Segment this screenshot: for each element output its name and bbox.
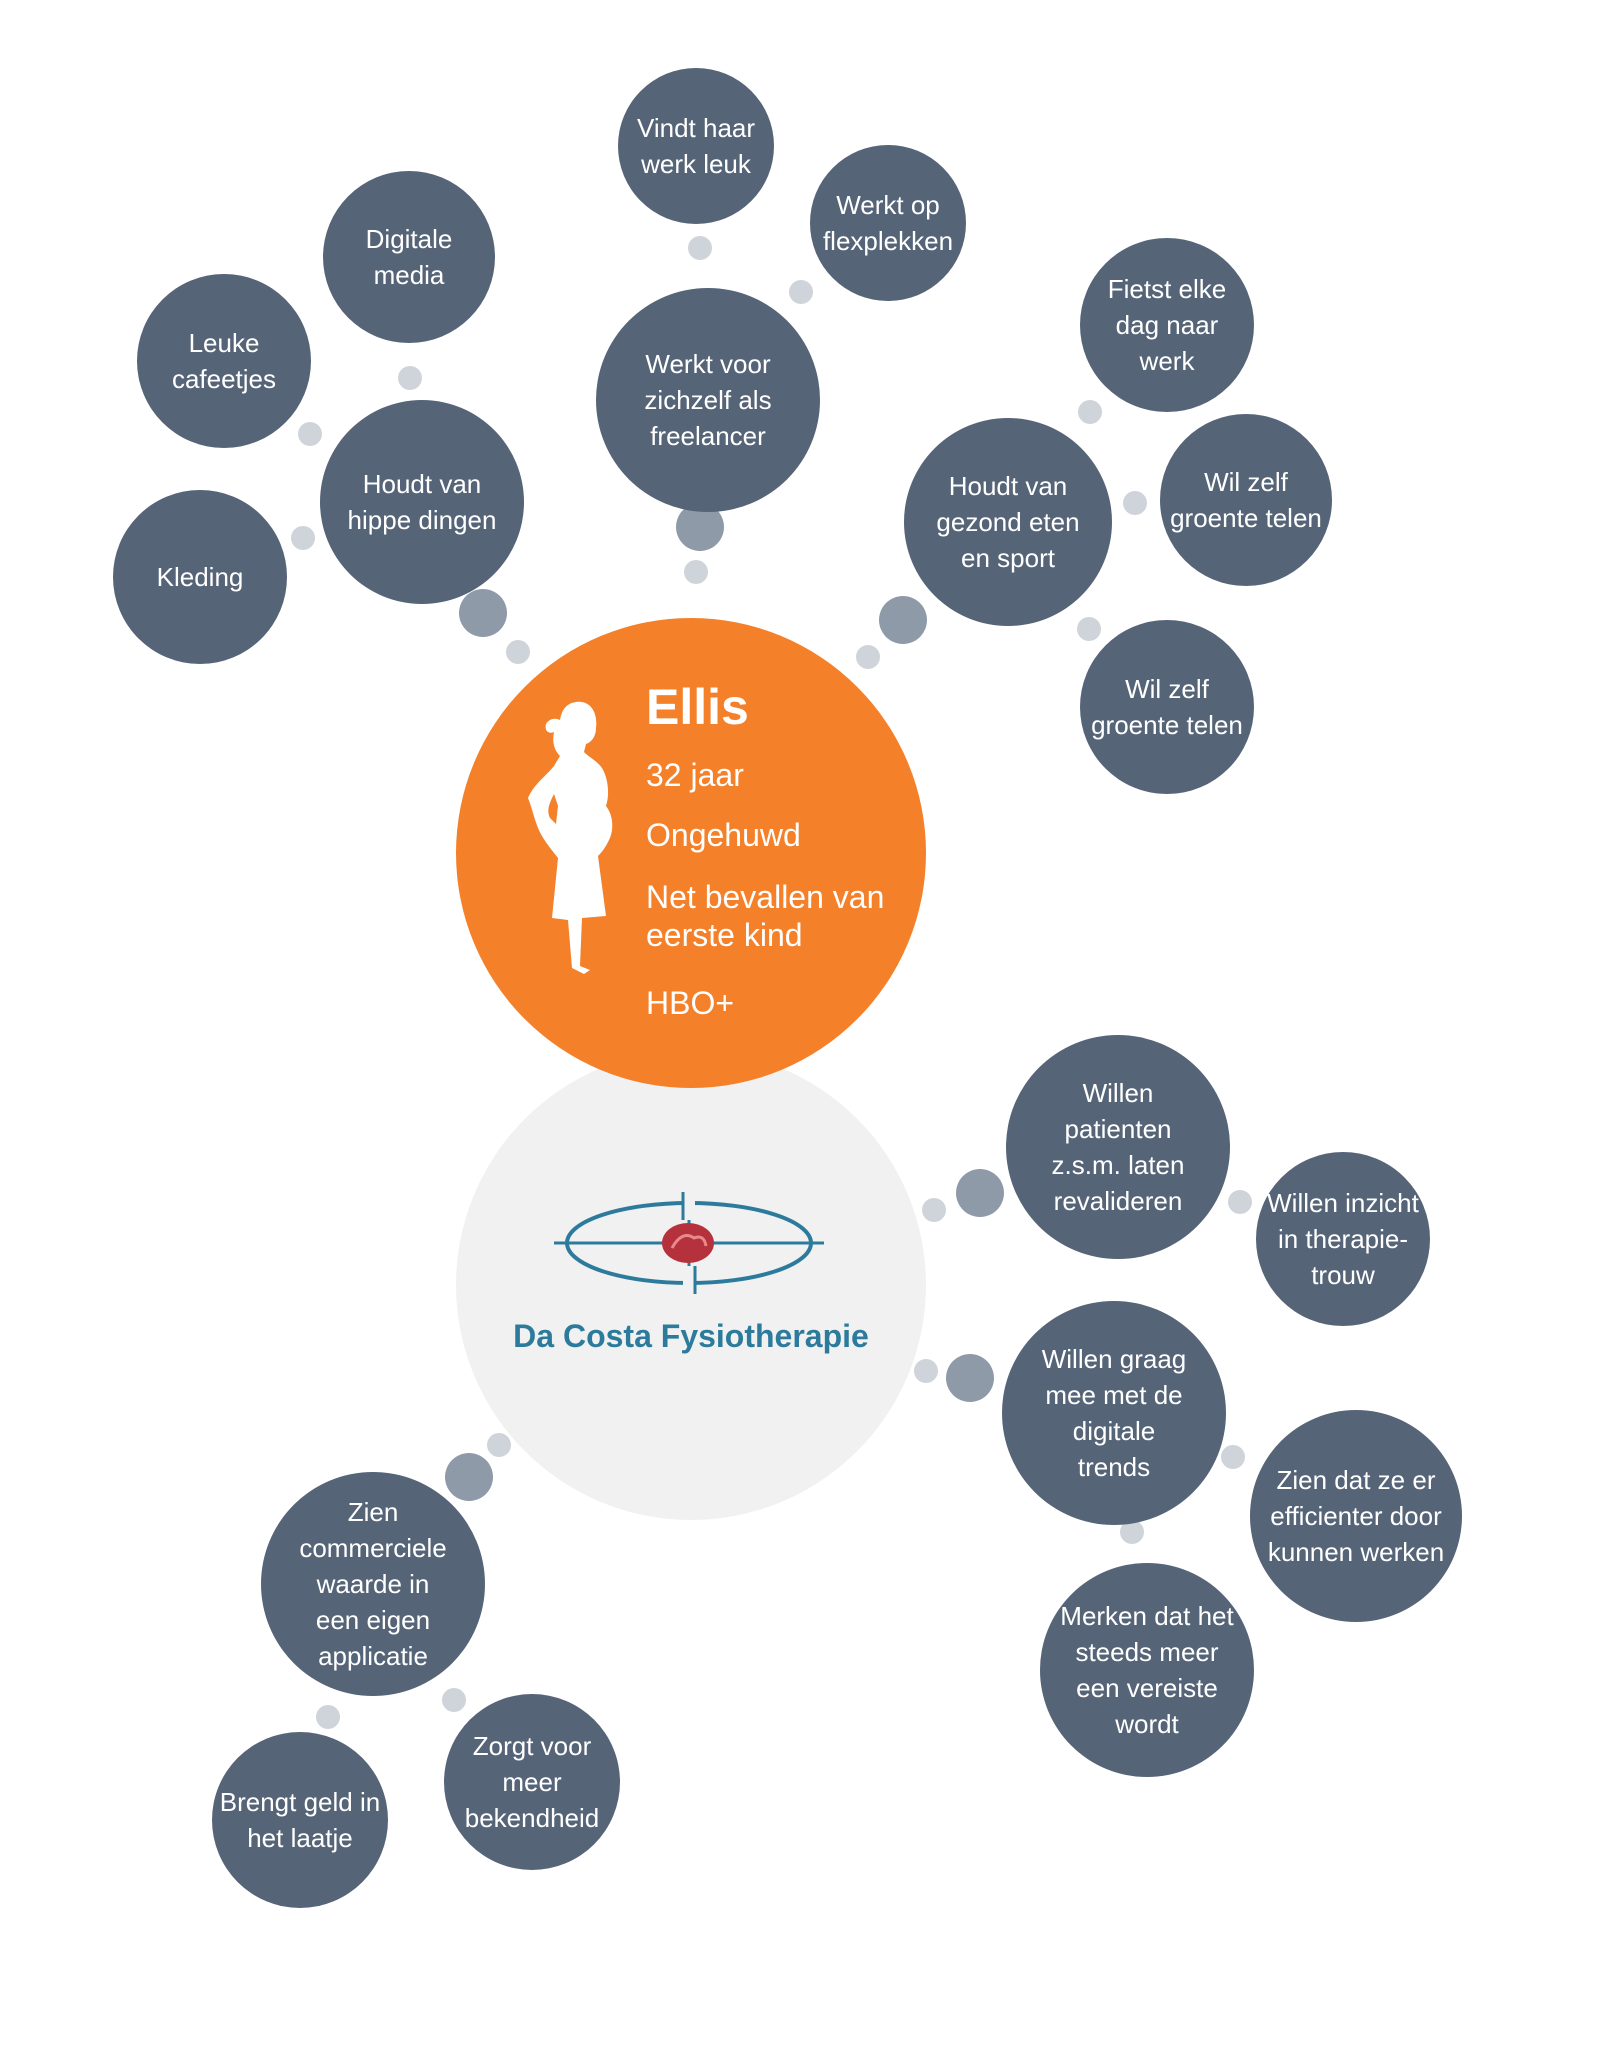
connector-dot <box>506 640 530 664</box>
connector-dot <box>316 1705 340 1729</box>
bubble-willen-inzicht: Willen inzicht in therapie- trouw <box>1256 1152 1430 1326</box>
woman-silhouette-icon <box>528 701 613 974</box>
bubble-werkt-op-flexplekken: Werkt op flexplekken <box>810 145 966 301</box>
connector-dot <box>298 422 322 446</box>
bubble-leuke-cafeetjes: Leuke cafeetjes <box>137 274 311 448</box>
fysio-logo-icon <box>554 1192 824 1294</box>
connector-dot <box>956 1169 1004 1217</box>
connector-dot <box>1123 491 1147 515</box>
company-circle: Da Costa Fysiotherapie <box>456 1050 926 1520</box>
bubble-commerciele-waarde: Zien commerciele waarde in een eigen app… <box>261 1472 485 1696</box>
bubble-geld-in-het-laatje: Brengt geld in het laatje <box>212 1732 388 1908</box>
connector-dot <box>1228 1190 1252 1214</box>
persona-age: 32 jaar <box>646 757 744 793</box>
bubble-fietst-elke-dag: Fietst elke dag naar werk <box>1080 238 1254 412</box>
bubble-digitale-trends: Willen graag mee met de digitale trends <box>1002 1301 1226 1525</box>
persona-event: Net bevallen van eerste kind <box>646 879 885 953</box>
persona-circle: Ellis 32 jaar Ongehuwd Net bevallen van … <box>456 618 926 1088</box>
bubble-werkt-voor-zichzelf: Werkt voor zichzelf als freelancer <box>596 288 820 512</box>
connector-dot <box>946 1354 994 1402</box>
connector-dot <box>445 1453 493 1501</box>
bubble-houdt-van-hippe-dingen: Houdt van hippe dingen <box>320 400 524 604</box>
connector-dot <box>459 589 507 637</box>
bubble-vereiste: Merken dat het steeds meer een vereiste … <box>1040 1563 1254 1777</box>
connector-dot <box>398 366 422 390</box>
bubble-vindt-haar-werk-leuk: Vindt haar werk leuk <box>618 68 774 224</box>
bubble-groente-telen-1: Wil zelf groente telen <box>1160 414 1332 586</box>
connector-dot <box>684 560 708 584</box>
bubble-bekendheid: Zorgt voor meer bekendheid <box>444 1694 620 1870</box>
connector-dot <box>688 236 712 260</box>
connector-dot <box>487 1433 511 1457</box>
bubble-groente-telen-2: Wil zelf groente telen <box>1080 620 1254 794</box>
bubble-houdt-van-gezond-eten: Houdt van gezond eten en sport <box>904 418 1112 626</box>
connector-dot <box>879 596 927 644</box>
connector-dot <box>1078 400 1102 424</box>
persona-education: HBO+ <box>646 985 735 1021</box>
persona-status: Ongehuwd <box>646 817 801 853</box>
connector-dot <box>922 1198 946 1222</box>
bubble-willen-revalideren: Willen patienten z.s.m. laten revalidere… <box>1006 1035 1230 1259</box>
connector-dot <box>1077 617 1101 641</box>
connector-dot <box>442 1688 466 1712</box>
bubble-efficienter-werken: Zien dat ze er efficienter door kunnen w… <box>1250 1410 1462 1622</box>
connector-dot <box>914 1359 938 1383</box>
bubble-kleding: Kleding <box>113 490 287 664</box>
company-name: Da Costa Fysiotherapie <box>513 1318 869 1354</box>
persona-name: Ellis <box>646 679 749 735</box>
connector-dot <box>856 645 880 669</box>
connector-dot <box>1221 1445 1245 1469</box>
bubble-digitale-media: Digitale media <box>323 171 495 343</box>
connector-dot <box>291 526 315 550</box>
connector-dot <box>789 280 813 304</box>
